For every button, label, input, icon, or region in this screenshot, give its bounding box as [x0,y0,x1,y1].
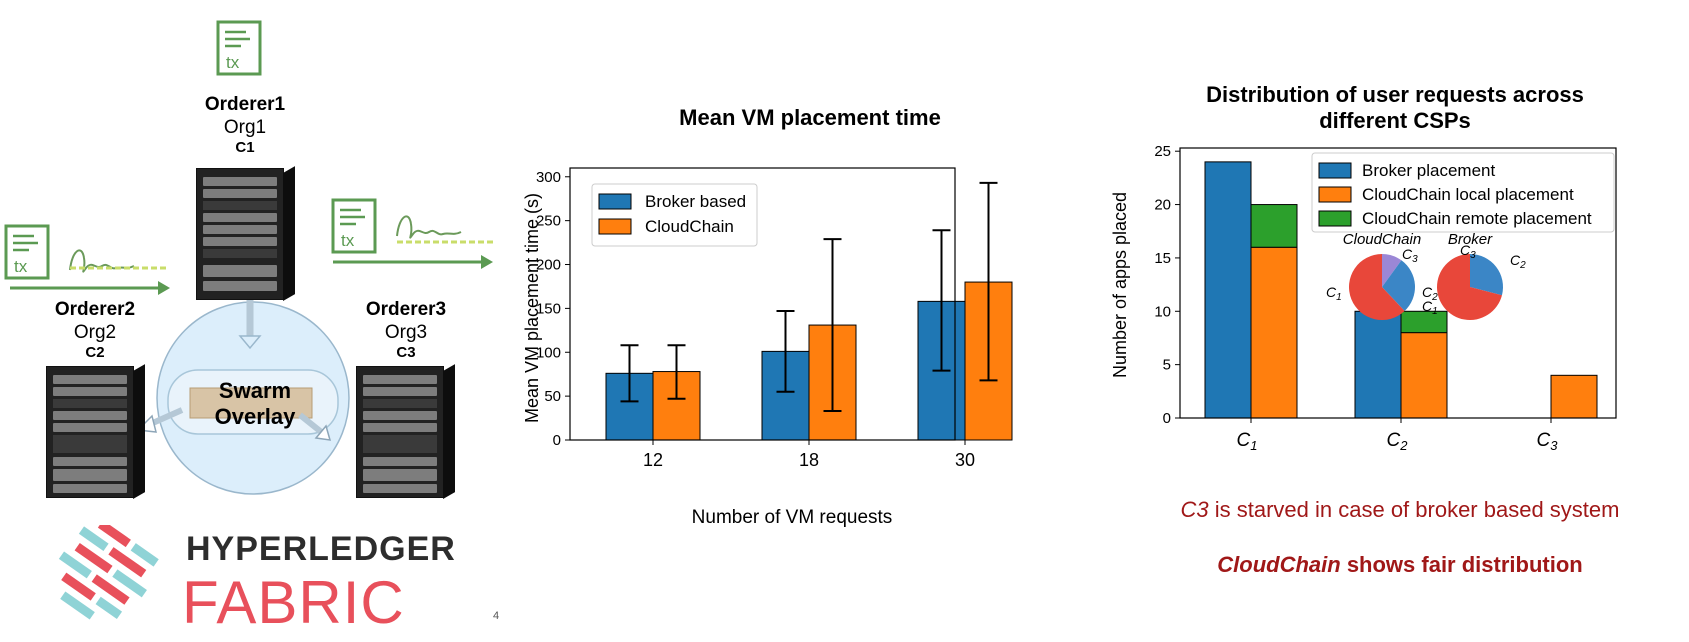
x-tick-label: C2 [1387,430,1409,453]
x-axis-label: Number of VM requests [692,507,893,528]
bar-cloudchain-local-C3 [1550,374,1598,419]
y-tick-label: 100 [536,344,561,361]
x-tick-label: C3 [1537,430,1559,453]
node-label-orderer2: Orderer2 Org2 C2 [54,299,136,361]
pie-slice-C2 [1382,260,1415,312]
y-tick-label: 5 [1163,357,1171,374]
pie-label: C2 [1510,252,1526,271]
y-tick-label: 150 [536,300,561,317]
node-label-orderer1: Orderer1 Org1 C1 [204,94,286,156]
tx-document-icon-left: tx [4,224,50,280]
legend-swatch-remote [1318,210,1352,227]
pie-label: C1 [1326,284,1342,303]
network-diagram: tx tx tx Sw [0,0,500,642]
legend-swatch-cloudchain [598,218,632,235]
bar-cloudchain-remote-C2 [1400,310,1448,334]
bar-broker-placement-C2 [1354,310,1402,419]
y-axis-label: Number of apps placed [1110,192,1130,378]
svg-text:tx: tx [226,53,240,72]
y-tick-label: 20 [1154,197,1171,214]
bar-cloudchain-remote-C1 [1250,204,1298,248]
pie-title: CloudChain [1343,231,1421,248]
legend-swatch-local [1318,186,1352,203]
legend-swatch-broker [598,193,632,210]
server-rack-orderer3 [356,364,455,499]
pie-title: Broker [1448,231,1493,248]
y-tick-label: 200 [536,257,561,274]
caption-starved: C3 is starved in case of broker based sy… [1180,497,1620,522]
bar-broker-placement-C1 [1204,161,1252,419]
stray-mark: 4 [493,610,500,622]
x-tick-label: C1 [1237,430,1258,453]
error-bar [776,310,795,393]
error-bar [620,344,639,403]
pie-slice-C1 [1349,254,1405,320]
signed-tx-arrow-left [10,249,170,295]
legend-label-broker-placement: Broker placement [1362,161,1496,180]
pie-slice-C3 [1382,254,1402,287]
legend: Broker based CloudChain [591,183,758,247]
legend-label-cloudchain: CloudChain [645,217,734,236]
svg-text:tx: tx [14,257,28,276]
y-tick-label: 0 [553,432,561,449]
bar-cloudchain-local-C1 [1250,246,1298,419]
logo-text-fabric: FABRIC [182,569,405,636]
legend-label-remote: CloudChain remote placement [1362,209,1592,228]
swarm-overlay [136,298,350,495]
y-tick-label: 0 [1163,410,1171,427]
caption-fair: CloudChain shows fair distribution [1217,552,1583,577]
error-bar [667,344,686,400]
bar-cloudchain-local-C2 [1400,332,1448,419]
y-tick-label: 300 [536,169,561,186]
server-rack-orderer1 [196,166,295,301]
chart-title-distribution: Distribution of user requests across dif… [1206,82,1584,133]
chart-title-placement-time: Mean VM placement time [679,105,941,130]
x-tick-label: 18 [799,450,819,470]
hyperledger-logo-mark [58,525,159,620]
legend: Broker placement CloudChain local placem… [1311,152,1615,233]
y-tick-label: 25 [1154,143,1171,160]
x-tick-label: 12 [643,450,663,470]
tx-document-icon-right: tx [331,198,377,254]
pie-label: C3 [1402,246,1418,265]
error-bar [932,229,951,372]
legend-swatch-broker-placement [1318,162,1352,179]
svg-text:tx: tx [341,231,355,250]
server-rack-orderer2 [46,364,145,499]
logo-text-hyperledger: HYPERLEDGER [186,530,456,568]
legend-label-local: CloudChain local placement [1362,185,1574,204]
error-bar [823,238,842,413]
y-tick-label: 50 [544,388,561,405]
y-tick-label: 10 [1154,303,1171,320]
signed-tx-arrow-right [333,215,493,269]
tx-document-icon-top: tx [216,20,262,76]
pie-slice-C1 [1437,254,1502,320]
node-label-orderer3: Orderer3 Org3 C3 [365,299,447,361]
x-tick-label: 30 [955,450,975,470]
swarm-overlay-label: Swarm Overlay [214,378,296,429]
placement-time-chart: 0 50 100 150 200 250 300 12 18 30 Mean VM placem… [522,167,1013,528]
error-bar [979,181,998,382]
y-tick-label: 15 [1154,250,1171,267]
y-axis-label: Mean VM placement time (s) [522,193,542,423]
y-tick-label: 250 [536,213,561,230]
pie-slice-C2 [1470,254,1503,296]
legend-label-broker: Broker based [645,192,746,211]
